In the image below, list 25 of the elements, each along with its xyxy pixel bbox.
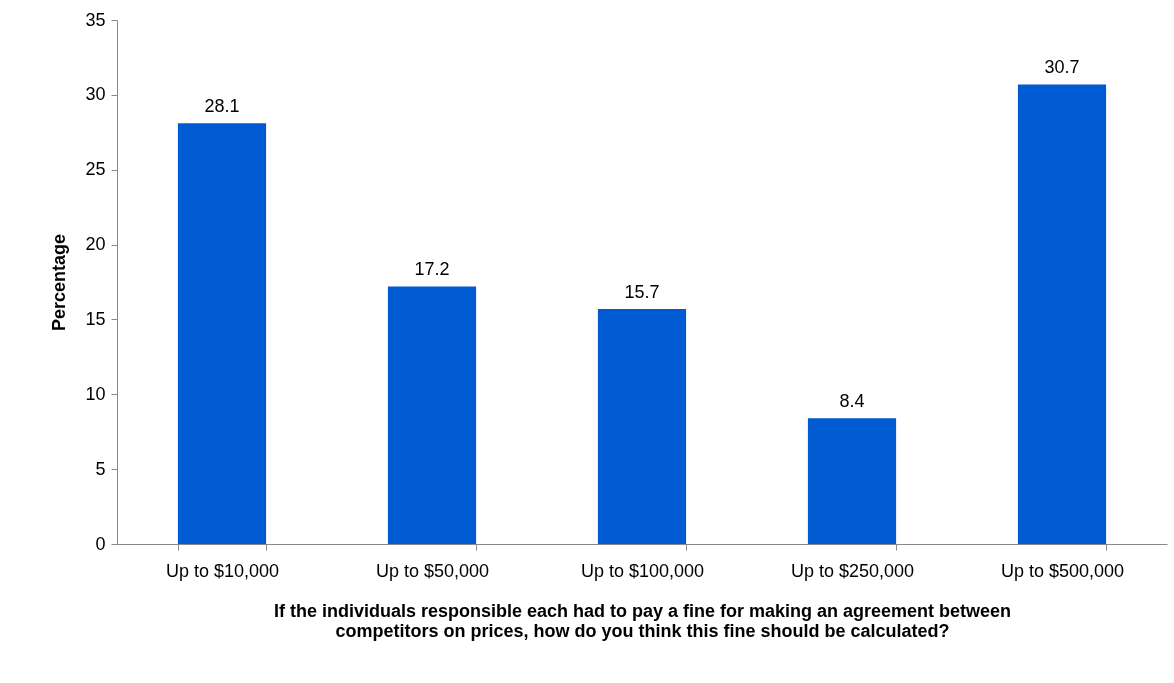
y-tick-label: 30: [85, 84, 106, 105]
bar: [387, 286, 477, 544]
bar: [1017, 84, 1107, 544]
x-tick-label: Up to $500,000: [1000, 560, 1125, 581]
y-tick-label: 35: [85, 9, 106, 30]
y-tick-label: 10: [85, 383, 106, 404]
y-tick-label: 15: [85, 308, 106, 329]
y-tick-label: 5: [95, 458, 106, 479]
x-tick-label: Up to $50,000: [375, 560, 490, 581]
y-tick-label: 0: [95, 533, 106, 554]
bar: [807, 418, 897, 544]
data-label: 15.7: [624, 281, 660, 302]
bar: [177, 123, 267, 544]
y-axis-title: Percentage: [49, 233, 70, 332]
y-tick-label: 25: [85, 159, 106, 180]
x-axis-title: If the individuals responsible each had to pay a fine for making an agreement between competitors on prices, how do you think this fine should be calculated?: [273, 600, 1012, 641]
y-tick-label: 20: [85, 234, 106, 255]
x-tick-label: Up to $250,000: [790, 560, 915, 581]
data-label: 8.4: [839, 391, 865, 412]
data-label: 17.2: [414, 259, 450, 280]
data-label: 28.1: [204, 96, 240, 117]
x-tick-label: Up to $10,000: [165, 560, 280, 581]
bar: [597, 308, 687, 544]
data-label: 30.7: [1044, 57, 1080, 78]
x-tick-label: Up to $100,000: [580, 560, 705, 581]
